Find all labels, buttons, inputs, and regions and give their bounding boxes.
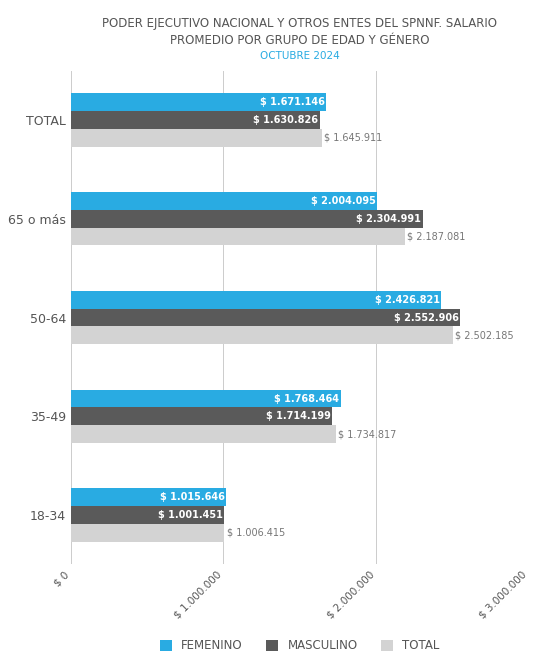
Bar (71, 407, 332, 425)
Bar (71, 210, 422, 228)
Bar (71, 228, 404, 245)
Text: $ 1.006.415: $ 1.006.415 (227, 528, 285, 538)
Text: $ 2.426.821: $ 2.426.821 (375, 295, 440, 304)
Bar (71, 308, 461, 327)
Bar (71, 390, 341, 407)
Text: $ 2.004.095: $ 2.004.095 (311, 196, 376, 206)
Text: $ 1.630.826: $ 1.630.826 (253, 115, 318, 125)
Bar (71, 489, 226, 506)
Legend: FEMENINO, MASCULINO, TOTAL: FEMENINO, MASCULINO, TOTAL (155, 634, 445, 657)
Bar (71, 291, 441, 308)
Text: $ 1.015.646: $ 1.015.646 (160, 493, 225, 502)
Text: $ 2.187.081: $ 2.187.081 (407, 232, 465, 241)
Text: $ 2.502.185: $ 2.502.185 (455, 331, 513, 340)
Bar (71, 93, 326, 111)
Bar (71, 111, 320, 129)
Bar (71, 425, 336, 443)
Text: $ 1.645.911: $ 1.645.911 (324, 133, 383, 142)
Bar (71, 327, 453, 344)
Text: $ 1.714.199: $ 1.714.199 (267, 411, 331, 421)
Bar (71, 192, 377, 210)
Text: PROMEDIO POR GRUPO DE EDAD Y GÉNERO: PROMEDIO POR GRUPO DE EDAD Y GÉNERO (170, 34, 429, 46)
Text: $ 1.768.464: $ 1.768.464 (275, 394, 340, 403)
Text: PODER EJECUTIVO NACIONAL Y OTROS ENTES DEL SPNNF. SALARIO: PODER EJECUTIVO NACIONAL Y OTROS ENTES D… (102, 17, 497, 30)
Bar (71, 129, 322, 146)
Text: $ 2.304.991: $ 2.304.991 (356, 214, 421, 224)
Text: $ 1.671.146: $ 1.671.146 (260, 97, 325, 107)
Bar (71, 524, 225, 542)
Bar (71, 506, 223, 524)
Text: $ 1.001.451: $ 1.001.451 (158, 510, 222, 520)
Text: $ 1.734.817: $ 1.734.817 (338, 429, 396, 439)
Text: OCTUBRE 2024: OCTUBRE 2024 (260, 51, 340, 61)
Text: $ 2.552.906: $ 2.552.906 (395, 312, 459, 323)
